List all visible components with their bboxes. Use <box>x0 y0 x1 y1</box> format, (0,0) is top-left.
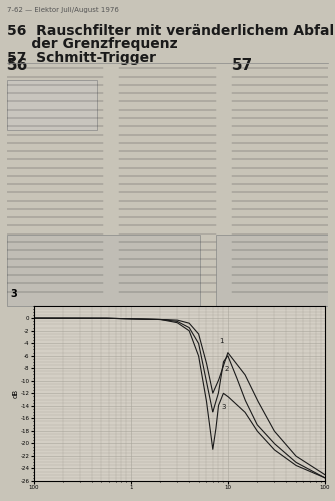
Text: 7-62 — Elektor Juli/August 1976: 7-62 — Elektor Juli/August 1976 <box>7 7 119 13</box>
Text: 57  Schmitt-Trigger: 57 Schmitt-Trigger <box>7 51 156 65</box>
Text: 56: 56 <box>7 58 28 73</box>
Text: 2: 2 <box>224 366 229 372</box>
Text: 3: 3 <box>221 404 225 410</box>
Text: 3: 3 <box>10 289 17 299</box>
Text: 57: 57 <box>232 58 253 73</box>
Text: 56  Rauschfilter mit veränderlichem Abfall oberhalb: 56 Rauschfilter mit veränderlichem Abfal… <box>7 24 335 38</box>
Bar <box>7 235 200 306</box>
Bar <box>216 235 328 306</box>
Bar <box>7 80 97 130</box>
Text: 1: 1 <box>219 338 224 344</box>
Text: der Grenzfrequenz: der Grenzfrequenz <box>7 37 177 51</box>
Y-axis label: dB: dB <box>13 389 19 398</box>
